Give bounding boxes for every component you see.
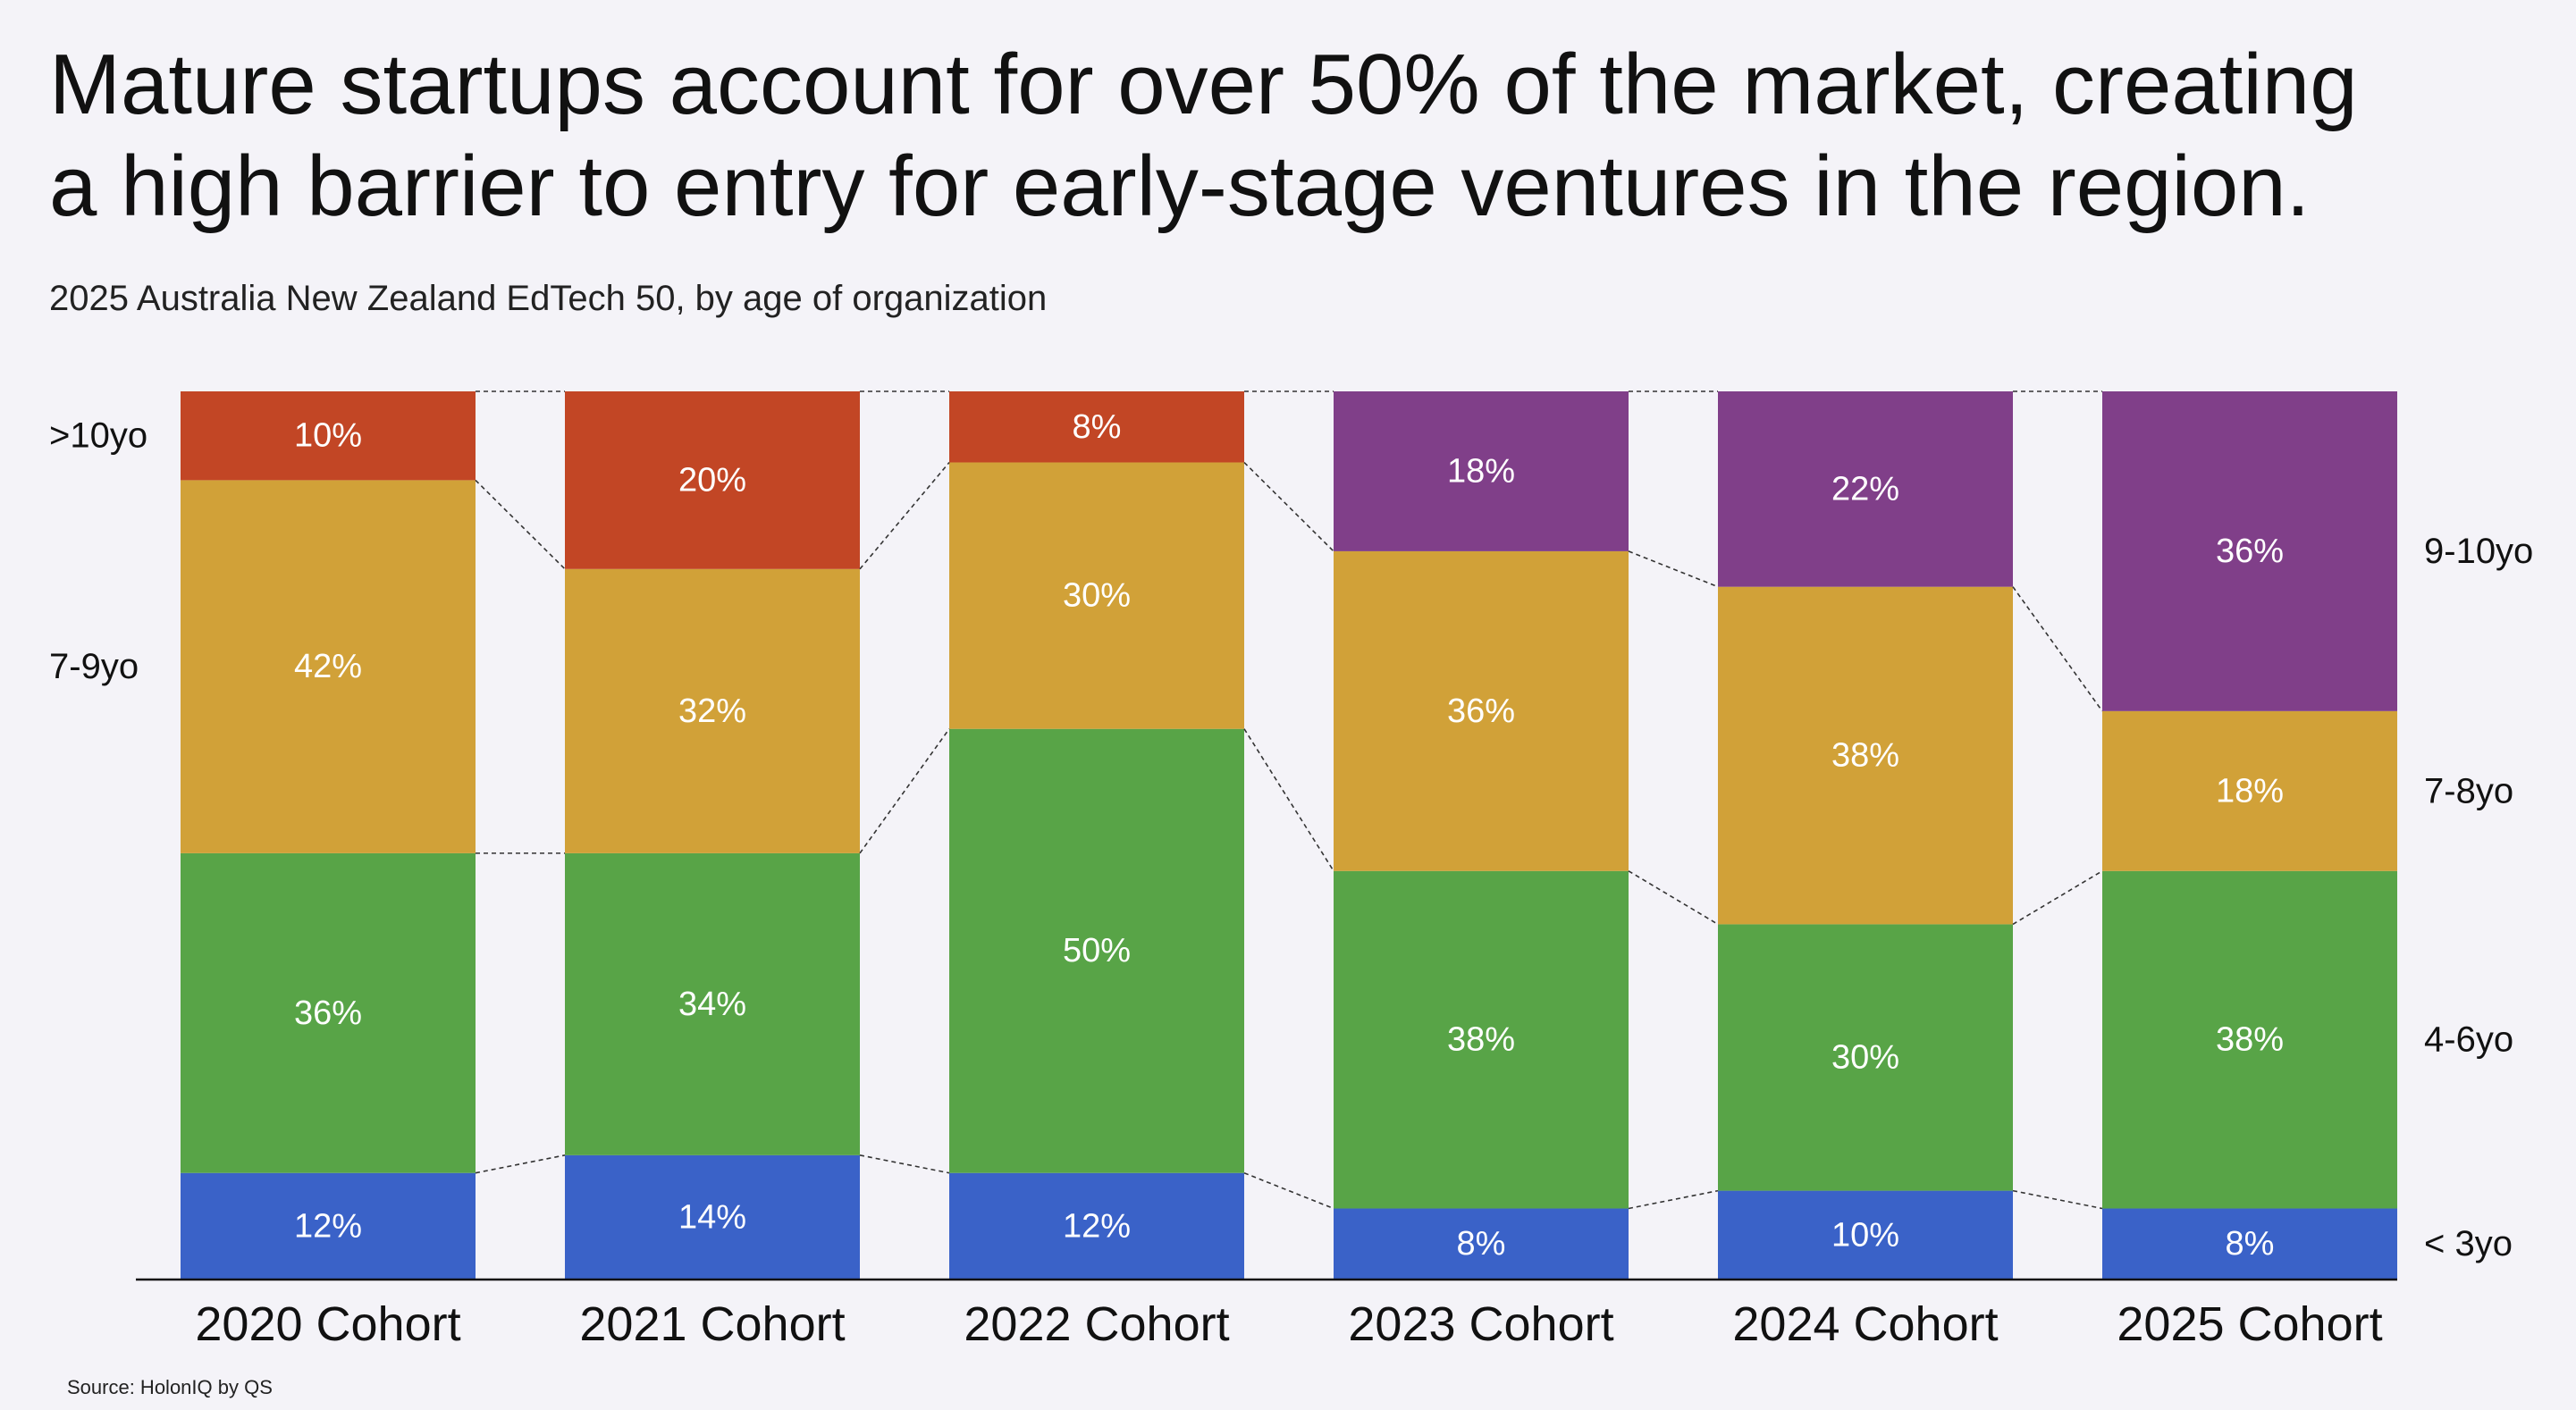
bar-segment <box>949 728 1244 1173</box>
connector-line <box>2012 870 2103 926</box>
connector-line <box>1628 1189 1719 1210</box>
bar-segment <box>565 1154 860 1280</box>
left-legend-label: >10yo <box>49 416 147 456</box>
bar-segment <box>949 1172 1244 1280</box>
bar-segment <box>565 568 860 853</box>
bar-segment <box>2102 391 2397 711</box>
right-legend-label: 4-6yo <box>2424 1020 2513 1060</box>
segment-value-label: 50% <box>1063 932 1131 969</box>
cohort-label: 2025 Cohort <box>2117 1297 2382 1351</box>
cohort-label: 2021 Cohort <box>579 1297 845 1351</box>
chart-subtitle: 2025 Australia New Zealand EdTech 50, by… <box>49 279 1048 318</box>
connector-line <box>1628 870 1719 926</box>
segment-value-label: 12% <box>1063 1207 1131 1245</box>
right-legend-label: 9-10yo <box>2424 532 2533 571</box>
chart-title-line-1: Mature startups account for over 50% of … <box>49 37 2358 132</box>
cohort-label: 2022 Cohort <box>964 1297 1229 1351</box>
bar-segment <box>949 391 1244 463</box>
segment-value-label: 18% <box>1447 452 1515 490</box>
bar-segment <box>949 462 1244 729</box>
segment-value-label: 14% <box>678 1198 746 1236</box>
connector-line <box>859 1154 950 1174</box>
segment-value-label: 38% <box>1831 737 1899 775</box>
chart-title: Mature startups account for over 50% of … <box>49 34 2534 238</box>
bar-segment <box>2102 870 2397 1209</box>
segment-value-label: 8% <box>1457 1225 1506 1263</box>
segment-value-label: 22% <box>1831 470 1899 508</box>
bar-segment <box>2102 1208 2397 1280</box>
bar-column-4: 8% 38% 36% 18% 2023 Cohort <box>1334 391 1629 1351</box>
bar-segment <box>1718 391 2013 587</box>
bar-segment <box>1334 391 1629 551</box>
cohort-label: 2024 Cohort <box>1732 1297 1998 1351</box>
bar-segment <box>1718 1190 2013 1280</box>
segment-value-label: 20% <box>678 461 746 499</box>
connector-line <box>475 1154 566 1174</box>
connector-line <box>2012 1189 2103 1210</box>
segment-value-label: 36% <box>294 995 362 1032</box>
chart-title-line-2: a high barrier to entry for early-stage … <box>49 138 2311 234</box>
bar-column-5: 10% 30% 38% 22% 2024 Cohort <box>1718 391 2013 1351</box>
segment-value-label: 30% <box>1831 1039 1899 1077</box>
bar-segment <box>181 391 476 481</box>
segment-value-label: 34% <box>678 986 746 1023</box>
connector-line <box>1628 550 1719 588</box>
segment-value-label: 32% <box>678 692 746 730</box>
bar-segment <box>1718 586 2013 925</box>
bar-segment <box>181 1172 476 1280</box>
bar-segment <box>181 480 476 853</box>
segment-value-label: 38% <box>2216 1021 2284 1059</box>
segment-value-label: 8% <box>2226 1225 2275 1263</box>
cohort-label: 2023 Cohort <box>1348 1297 1613 1351</box>
segment-value-label: 12% <box>294 1207 362 1245</box>
connector-line <box>2012 586 2103 712</box>
right-legend-label: < 3yo <box>2424 1224 2513 1263</box>
bar-segment <box>565 391 860 569</box>
right-legend-label: 7-8yo <box>2424 771 2513 810</box>
connector-line <box>1243 728 1334 872</box>
bar-segment <box>1334 1208 1629 1280</box>
connector-line <box>1243 1171 1334 1210</box>
connector-line <box>1243 461 1334 552</box>
bar-segment <box>1718 924 2013 1191</box>
connector-line <box>475 479 566 570</box>
bar-segment <box>565 852 860 1155</box>
source-note: Source: HolonIQ by QS <box>67 1376 273 1398</box>
bar-segment <box>181 852 476 1173</box>
segment-value-label: 18% <box>2216 772 2284 810</box>
connector-line <box>859 728 950 854</box>
bar-column-1: 12% 36% 42% 10% 2020 Cohort <box>181 391 476 1351</box>
segment-value-label: 36% <box>1447 692 1515 730</box>
connector-lines <box>475 390 2103 1210</box>
segment-value-label: 30% <box>1063 577 1131 615</box>
bar-segment <box>2102 710 2397 871</box>
segment-value-label: 38% <box>1447 1021 1515 1059</box>
bar-column-2: 14% 34% 32% 20% 2021 Cohort <box>565 391 860 1351</box>
segment-value-label: 10% <box>1831 1216 1899 1254</box>
connector-line <box>859 462 950 570</box>
segment-value-label: 8% <box>1073 408 1122 446</box>
segment-value-label: 36% <box>2216 533 2284 570</box>
bar-column-3: 12% 50% 30% 8% 2022 Cohort <box>949 391 1244 1351</box>
segment-value-label: 10% <box>294 417 362 455</box>
bar-column-6: 8% 38% 18% 36% 2025 Cohort <box>2102 391 2397 1351</box>
cohort-label: 2020 Cohort <box>195 1297 460 1351</box>
bar-segment <box>1334 870 1629 1209</box>
left-legend-label: 7-9yo <box>49 647 139 686</box>
segment-value-label: 42% <box>294 648 362 685</box>
bar-segment <box>1334 550 1629 871</box>
